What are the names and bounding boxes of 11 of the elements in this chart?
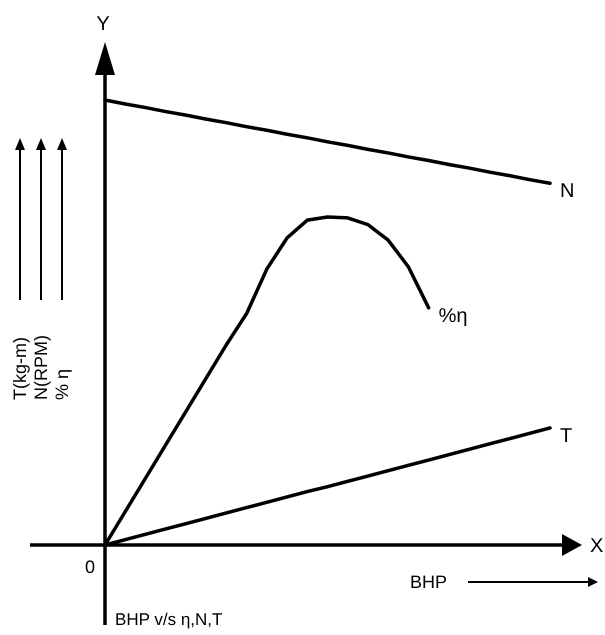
y-axis-title: Y xyxy=(96,13,110,35)
series-label: N xyxy=(560,180,574,202)
text: 0 xyxy=(84,557,95,577)
text: N(RPM) xyxy=(31,335,51,400)
text: BHP v/s η,N,T xyxy=(115,610,222,629)
series-label: T xyxy=(560,424,572,447)
text: T(kg-m) xyxy=(10,337,30,400)
text: % η xyxy=(52,368,72,400)
series-label: %η xyxy=(438,304,468,327)
x-axis-title: X xyxy=(590,535,604,557)
text: BHP xyxy=(410,572,448,592)
